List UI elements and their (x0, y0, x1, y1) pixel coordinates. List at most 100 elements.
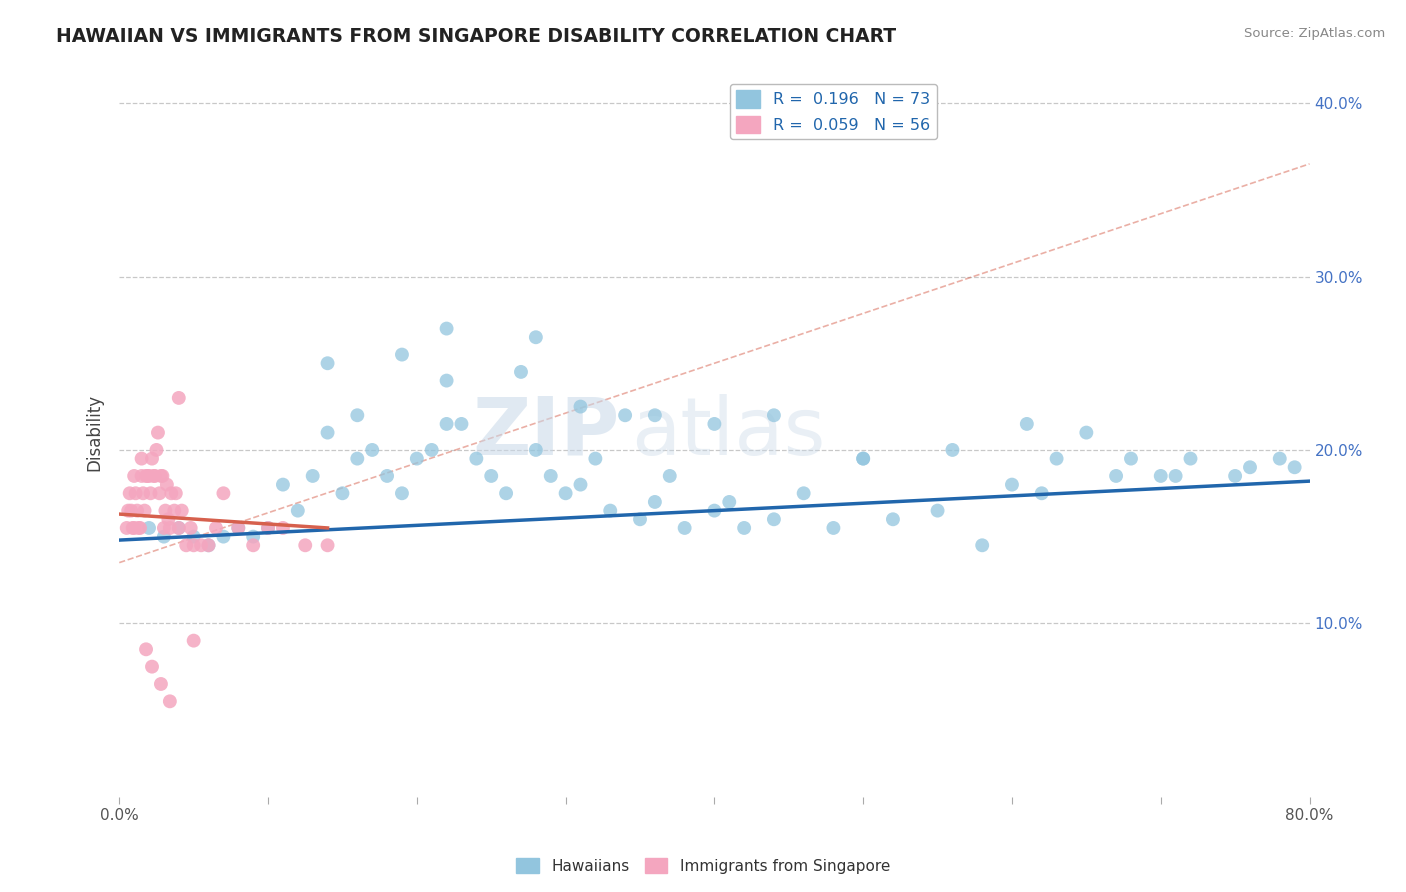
Point (316, 538, 339, 552)
Point (927, 503, 949, 517)
Point (212, 486, 235, 500)
Point (197, 538, 219, 552)
Point (138, 521, 160, 535)
Point (1105, 469, 1128, 483)
Point (436, 417, 458, 431)
Point (197, 538, 219, 552)
Point (823, 521, 845, 535)
Point (673, 521, 696, 535)
Point (436, 321, 458, 335)
Point (205, 521, 228, 535)
Point (510, 365, 533, 379)
Point (1076, 425, 1098, 440)
Point (118, 486, 141, 500)
Point (155, 503, 177, 517)
Text: Source: ZipAtlas.com: Source: ZipAtlas.com (1244, 27, 1385, 40)
Point (852, 451, 875, 466)
Point (1015, 417, 1038, 431)
Point (156, 477, 179, 491)
Point (160, 486, 183, 500)
Point (139, 486, 162, 500)
Legend: R =  0.196   N = 73, R =  0.059   N = 56: R = 0.196 N = 73, R = 0.059 N = 56 (730, 84, 936, 139)
Point (159, 521, 181, 535)
Point (941, 442, 963, 457)
Point (332, 486, 354, 500)
Point (391, 486, 413, 500)
Point (157, 512, 180, 526)
Text: HAWAIIAN VS IMMIGRANTS FROM SINGAPORE DISABILITY CORRELATION CHART: HAWAIIAN VS IMMIGRANTS FROM SINGAPORE DI… (56, 27, 897, 45)
Point (1268, 451, 1291, 466)
Point (361, 442, 384, 457)
Point (183, 530, 205, 544)
Point (554, 486, 576, 500)
Point (346, 451, 368, 466)
Point (718, 495, 741, 509)
Point (420, 442, 443, 457)
Point (450, 417, 472, 431)
Point (703, 417, 725, 431)
Point (644, 409, 666, 423)
Point (436, 374, 458, 388)
Point (226, 521, 249, 535)
Point (375, 469, 398, 483)
Point (146, 425, 169, 440)
Point (122, 469, 145, 483)
Point (882, 512, 904, 526)
Point (145, 442, 167, 457)
Point (1223, 469, 1246, 483)
Legend: Hawaiians, Immigrants from Singapore: Hawaiians, Immigrants from Singapore (510, 852, 896, 880)
Point (153, 521, 176, 535)
Point (132, 486, 155, 500)
Point (257, 521, 280, 535)
Point (131, 451, 153, 466)
Point (124, 486, 146, 500)
Point (316, 356, 339, 370)
Point (135, 642, 157, 657)
Point (733, 521, 755, 535)
Point (1150, 469, 1173, 483)
Point (703, 503, 725, 517)
Point (135, 469, 157, 483)
Point (115, 521, 138, 535)
Point (294, 538, 316, 552)
Point (316, 425, 339, 440)
Point (628, 512, 651, 526)
Point (540, 469, 562, 483)
Point (141, 451, 163, 466)
Point (644, 495, 666, 509)
Point (599, 503, 621, 517)
Y-axis label: Disability: Disability (86, 394, 103, 471)
Point (1284, 460, 1306, 475)
Point (121, 521, 143, 535)
Point (972, 538, 994, 552)
Point (793, 486, 815, 500)
Point (170, 503, 193, 517)
Point (1045, 451, 1067, 466)
Point (762, 512, 785, 526)
Point (524, 330, 547, 344)
Point (257, 521, 280, 535)
Point (190, 538, 212, 552)
Point (136, 469, 159, 483)
Point (134, 503, 156, 517)
Point (149, 677, 172, 691)
Point (174, 538, 197, 552)
Point (167, 391, 190, 405)
Point (148, 486, 170, 500)
Point (465, 451, 488, 466)
Point (167, 521, 190, 535)
Point (852, 451, 875, 466)
Point (141, 659, 163, 673)
Point (479, 469, 502, 483)
Point (242, 538, 264, 552)
Point (614, 409, 637, 423)
Point (301, 469, 323, 483)
Point (183, 538, 205, 552)
Point (183, 633, 205, 648)
Point (120, 503, 142, 517)
Point (1001, 477, 1024, 491)
Point (762, 409, 785, 423)
Point (271, 521, 294, 535)
Point (143, 469, 166, 483)
Point (129, 521, 152, 535)
